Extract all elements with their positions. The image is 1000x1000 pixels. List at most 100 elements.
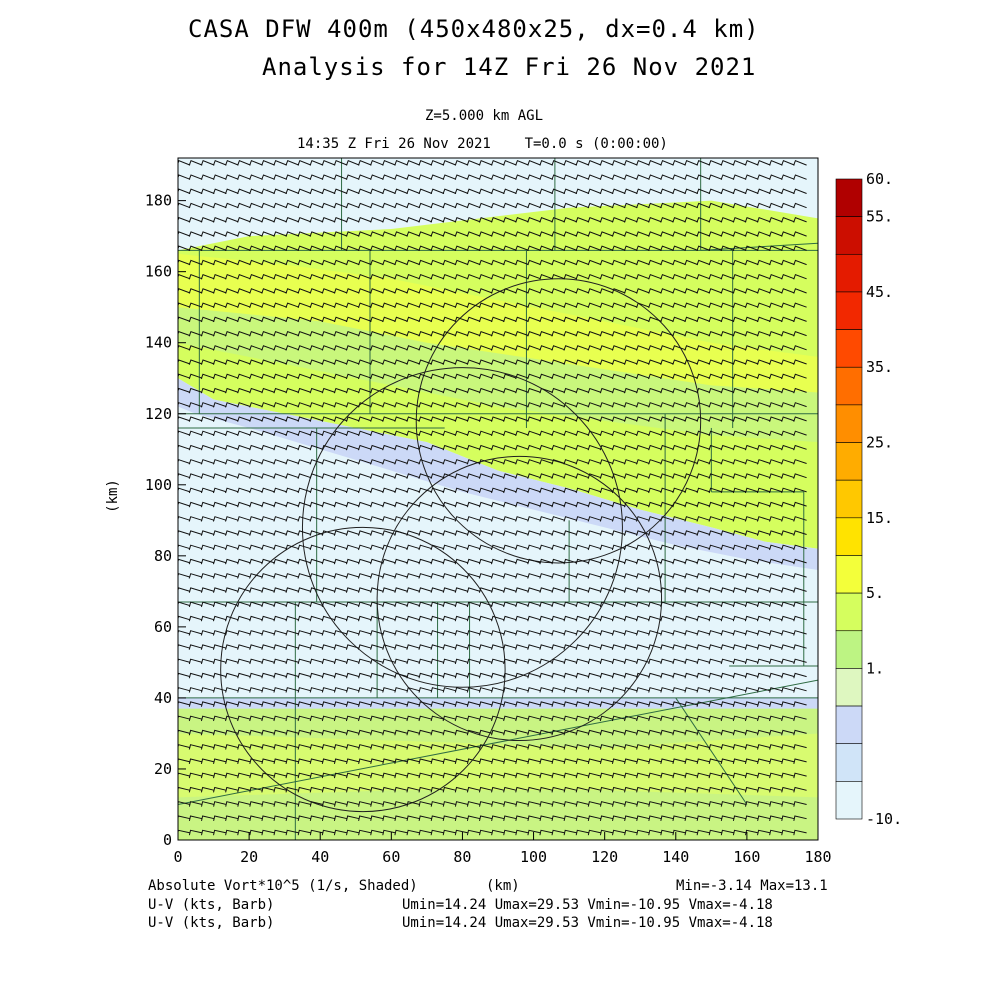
- wind-barb: [285, 487, 300, 494]
- wind-barb: [297, 202, 312, 209]
- wind-barb: [672, 217, 686, 223]
- wind-barb: [382, 701, 396, 707]
- wind-barb: [527, 387, 541, 394]
- x-axis-label: (km): [486, 878, 520, 894]
- wind-barb: [793, 359, 807, 365]
- wind-barb: [178, 288, 191, 294]
- wind-barb: [309, 359, 324, 365]
- wind-barb: [732, 160, 747, 166]
- wind-barb: [249, 444, 263, 451]
- wind-barb: [624, 744, 638, 750]
- wind-barb: [708, 387, 723, 394]
- wind-barb: [178, 434, 179, 436]
- wind-barb: [357, 444, 372, 451]
- wind-barb: [708, 231, 723, 237]
- wind-barb: [188, 259, 203, 266]
- wind-barb: [249, 544, 263, 551]
- wind-barb: [297, 729, 312, 736]
- wind-barb: [406, 459, 420, 465]
- wind-barb: [418, 687, 433, 693]
- wind-barb: [623, 644, 638, 650]
- wind-barb: [623, 188, 638, 195]
- wind-barb: [200, 530, 215, 536]
- wind-barb: [406, 715, 420, 722]
- wind-barb: [225, 259, 239, 266]
- wind-barb: [527, 829, 541, 836]
- wind-barb: [454, 544, 469, 551]
- wind-barb: [515, 772, 529, 779]
- wind-barb: [249, 530, 263, 536]
- wind-barb: [612, 801, 626, 807]
- wind-barb: [188, 573, 203, 579]
- wind-barb: [297, 302, 312, 308]
- wind-barb: [249, 601, 263, 608]
- wind-barb: [333, 573, 348, 579]
- wind-barb: [466, 786, 481, 793]
- wind-barb: [466, 672, 481, 679]
- wind-barb: [575, 729, 590, 736]
- wind-barb: [684, 160, 698, 166]
- wind-barb: [527, 402, 541, 408]
- wind-barb: [261, 758, 275, 765]
- wind-barb: [744, 772, 759, 779]
- wind-barb: [454, 430, 469, 437]
- wind-barb: [745, 829, 759, 836]
- wind-barb: [527, 444, 541, 451]
- wind-barb: [478, 487, 493, 494]
- wind-barb: [188, 501, 203, 508]
- wind-barb: [503, 501, 517, 508]
- wind-barb: [466, 829, 481, 836]
- wind-barb: [575, 801, 590, 807]
- wind-barb: [382, 188, 396, 195]
- wind-barb: [708, 701, 723, 707]
- wind-barb: [478, 416, 493, 422]
- wind-barb: [370, 345, 384, 351]
- wind-barb: [178, 174, 191, 180]
- wind-barb: [454, 501, 469, 508]
- wind-barb: [358, 288, 372, 294]
- wind-barb: [430, 644, 445, 650]
- wind-barb: [212, 174, 227, 180]
- wind-barb: [333, 644, 348, 650]
- wind-barb: [684, 644, 698, 650]
- wind-barb: [273, 259, 287, 266]
- wind-barb: [672, 573, 686, 579]
- wind-barb: [178, 473, 191, 479]
- wind-barb: [708, 444, 723, 451]
- wind-barb: [370, 217, 384, 223]
- wind-barb: [406, 359, 420, 365]
- wind-barb: [587, 715, 602, 722]
- wind-barb: [430, 259, 445, 266]
- wind-barb: [442, 259, 457, 266]
- wind-barb: [648, 558, 662, 565]
- wind-barb: [781, 231, 795, 237]
- wind-barb: [454, 444, 469, 451]
- wind-barb: [273, 715, 287, 722]
- wind-barb: [793, 174, 807, 180]
- time-label: 14:35 Z Fri 26 Nov 2021 T=0.0 s (0:00:00…: [297, 136, 668, 152]
- wind-barb: [273, 644, 287, 650]
- wind-barb: [406, 402, 420, 408]
- wind-barb: [309, 259, 324, 266]
- wind-barb: [744, 516, 759, 522]
- wind-barb: [178, 533, 179, 535]
- wind-barb: [611, 501, 626, 508]
- wind-barb: [648, 644, 662, 650]
- wind-barb: [382, 345, 396, 351]
- wind-barb: [466, 430, 481, 437]
- wind-barb: [213, 786, 227, 793]
- wind-barb: [793, 573, 807, 579]
- wind-barb: [188, 288, 203, 294]
- wind-barb: [539, 430, 553, 437]
- wind-barb: [225, 387, 239, 394]
- wind-barb: [321, 829, 336, 836]
- wind-barb: [188, 644, 203, 650]
- wind-barb: [490, 416, 505, 422]
- wind-barb: [756, 160, 771, 166]
- wind-barb: [490, 444, 505, 451]
- wind-barb: [321, 744, 336, 750]
- wind-barb: [587, 359, 602, 365]
- chart-title-line1: CASA DFW 400m (450x480x25, dx=0.4 km): [188, 15, 760, 43]
- wind-barb: [454, 217, 469, 223]
- wind-barb: [527, 330, 541, 337]
